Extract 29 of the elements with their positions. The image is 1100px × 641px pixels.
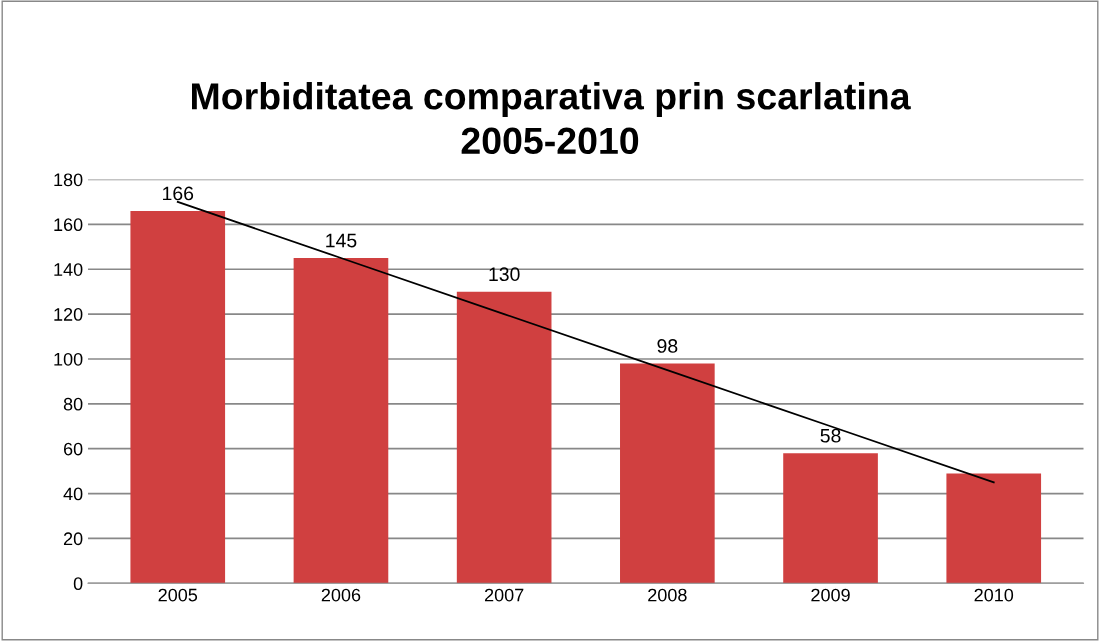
y-tick-label: 100 bbox=[54, 352, 83, 366]
bar bbox=[130, 210, 226, 584]
x-tick-label: 2010 bbox=[974, 588, 1014, 602]
data-label: 58 bbox=[820, 428, 841, 443]
y-tick-label: 160 bbox=[54, 218, 83, 232]
y-tick-label: 80 bbox=[63, 397, 83, 411]
x-tick-label: 2005 bbox=[158, 588, 198, 602]
y-tick-label: 40 bbox=[63, 487, 83, 501]
y-tick-label: 20 bbox=[63, 532, 83, 546]
data-label: 130 bbox=[489, 267, 520, 282]
data-label: 98 bbox=[657, 339, 678, 353]
bar bbox=[620, 363, 715, 584]
y-tick-label: 0 bbox=[73, 577, 83, 591]
x-tick-label: 2008 bbox=[648, 588, 687, 602]
x-tick-label: 2007 bbox=[484, 588, 524, 602]
x-tick-label: 2006 bbox=[321, 588, 361, 602]
y-tick-label: 140 bbox=[54, 263, 83, 276]
y-tick-label: 120 bbox=[54, 308, 83, 321]
chart-title: Morbiditatea comparativa prin scarlatina 2005-2010 bbox=[192, 82, 911, 155]
bar bbox=[293, 258, 389, 584]
data-label: 166 bbox=[163, 186, 194, 201]
y-tick-label: 60 bbox=[63, 442, 83, 456]
y-tick-label: 180 bbox=[54, 173, 83, 187]
data-label: 145 bbox=[326, 233, 357, 248]
line-series bbox=[176, 201, 995, 484]
bar bbox=[456, 291, 552, 584]
x-tick-label: 2009 bbox=[811, 588, 850, 602]
bar bbox=[946, 473, 1042, 584]
bar bbox=[783, 453, 878, 584]
